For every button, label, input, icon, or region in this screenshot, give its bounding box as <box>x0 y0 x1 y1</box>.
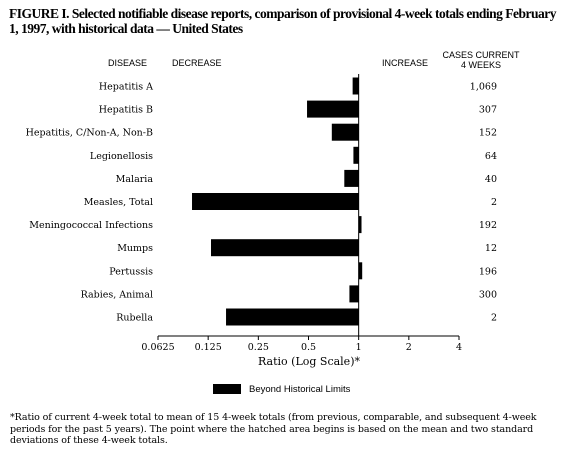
category-label: Rubella <box>116 313 153 324</box>
category-label: Mumps <box>117 243 153 254</box>
header-cases-line2: 4 WEEKS <box>461 60 501 70</box>
category-label: Malaria <box>116 174 154 185</box>
x-tick-label: 2 <box>406 342 412 353</box>
cases-value: 300 <box>479 289 497 300</box>
cases-value: 196 <box>479 266 497 277</box>
legend-label: Beyond Historical Limits <box>249 383 351 395</box>
cases-value: 12 <box>485 243 497 254</box>
header-decrease: DECREASE <box>172 58 222 68</box>
bar <box>211 239 359 257</box>
bar <box>344 169 359 187</box>
category-label: Hepatitis A <box>99 82 153 93</box>
header-disease: DISEASE <box>108 58 147 68</box>
x-axis-label: Ratio (Log Scale)* <box>258 355 360 368</box>
category-label: Pertussis <box>109 266 153 277</box>
header-increase: INCREASE <box>382 58 428 68</box>
bar <box>358 262 363 280</box>
category-label: Rabies, Animal <box>81 289 153 300</box>
cases-value: 152 <box>479 128 497 139</box>
cases-value: 192 <box>479 220 497 231</box>
footnote: *Ratio of current 4-week total to mean o… <box>10 412 537 446</box>
bar <box>349 285 359 303</box>
category-label: Legionellosis <box>90 151 153 162</box>
x-tick-label: 0.25 <box>248 342 269 353</box>
legend: Beyond Historical Limits <box>213 382 350 396</box>
cases-value: 1,069 <box>470 82 497 93</box>
cases-value: 2 <box>491 313 497 324</box>
x-tick-label: 0.0625 <box>141 342 174 353</box>
header-cases-line1: CASES CURRENT <box>442 50 520 60</box>
bar-chart: DISEASE DECREASE INCREASE CASES CURRENT … <box>26 50 520 353</box>
bar <box>331 123 359 141</box>
cases-value: 64 <box>485 151 497 162</box>
bar <box>353 146 359 164</box>
category-label: Measles, Total <box>84 197 153 208</box>
bar <box>358 216 362 234</box>
bar <box>352 77 359 95</box>
category-label: Meningococcal Infections <box>29 220 153 231</box>
cases-value: 2 <box>491 197 497 208</box>
figure-title: FIGURE I. Selected notifiable disease re… <box>9 6 556 36</box>
x-tick-label: 1 <box>356 342 362 353</box>
x-tick-label: 4 <box>456 342 462 353</box>
category-label: Hepatitis, C/Non-A, Non-B <box>26 128 153 139</box>
plot-area: Hepatitis A 1,069 Hepatitis B 307 Hepatitis,… <box>26 74 497 353</box>
bar <box>226 308 359 326</box>
legend-swatch <box>213 384 241 394</box>
bar <box>192 193 359 210</box>
category-label: Hepatitis B <box>99 105 153 116</box>
x-tick-label: 0.125 <box>195 342 222 353</box>
cases-value: 40 <box>485 174 497 185</box>
x-tick-label: 0.5 <box>301 342 316 353</box>
cases-value: 307 <box>479 105 497 116</box>
bar <box>307 100 359 118</box>
